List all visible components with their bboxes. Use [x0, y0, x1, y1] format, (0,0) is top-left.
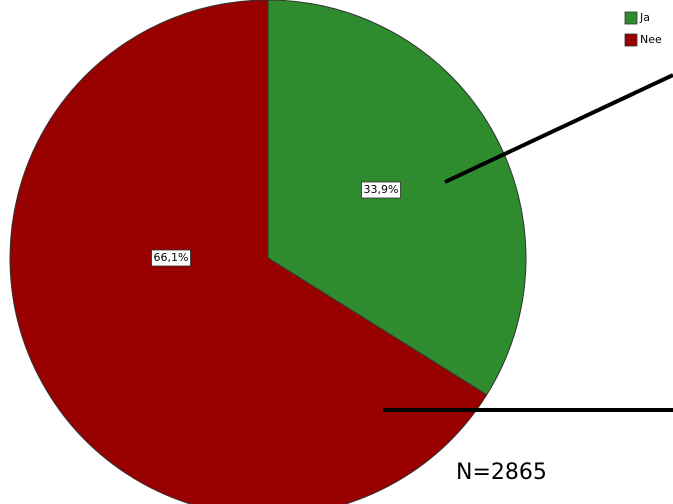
legend-label: Ja	[639, 11, 650, 24]
value-label: 66,1%	[154, 251, 189, 264]
legend-swatch	[624, 11, 638, 25]
legend-swatch	[624, 33, 638, 47]
value-label-box	[151, 249, 191, 267]
value-label: 33,9%	[364, 183, 399, 196]
callout-line	[444, 73, 673, 184]
pie: 33,9% 66,1% Ja Nee	[9, 0, 662, 504]
pie-slice	[9, 0, 488, 504]
value-label-box	[361, 181, 401, 199]
annotation: N=2865	[456, 460, 547, 485]
legend-label: Nee	[640, 33, 662, 46]
